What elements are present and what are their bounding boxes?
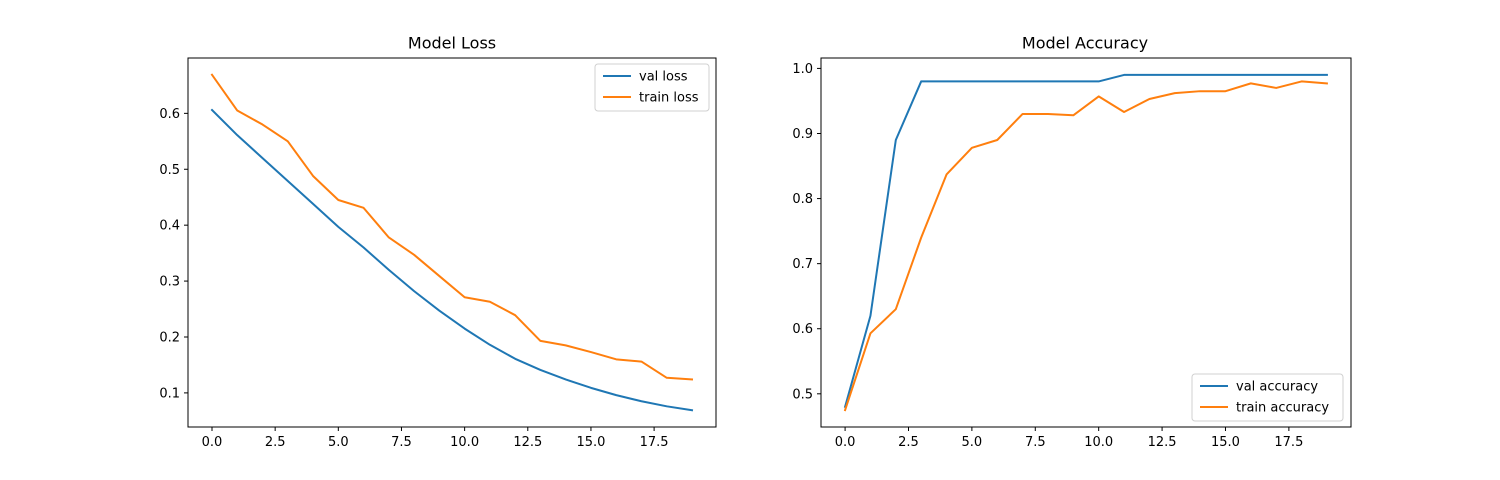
accuracy-x-tick-label: 17.5 — [1274, 435, 1303, 450]
loss-chart-axes: 0.0 2.5 5.0 7.5 10.0 12.5 15.0 17.5 0.1 0.2 0.3 0.4… — [159, 57, 717, 450]
loss-x-tick-label: 2.5 — [265, 435, 286, 450]
loss-x-tick-label: 15.0 — [576, 435, 605, 450]
loss-legend: val loss train loss — [594, 63, 710, 112]
accuracy-chart-title: Model Accuracy — [1022, 34, 1148, 53]
accuracy-y-tick-label: 0.6 — [792, 322, 813, 337]
accuracy-x-tick-label: 5.0 — [962, 435, 983, 450]
accuracy-series-line-1 — [843, 73, 1328, 409]
accuracy-plot-frame — [820, 57, 1352, 428]
loss-series-line-2 — [210, 73, 694, 381]
accuracy-x-tick-label: 12.5 — [1148, 435, 1177, 450]
loss-x-tick-label: 5.0 — [328, 435, 349, 450]
accuracy-legend-box — [1191, 373, 1344, 422]
accuracy-y-tick-label: 0.9 — [792, 127, 813, 142]
accuracy-x-tick-label: 0.0 — [835, 435, 856, 450]
loss-chart-title: Model Loss — [408, 34, 496, 53]
loss-y-tick-label: 0.4 — [159, 219, 180, 234]
accuracy-chart: Model Accuracy 0.0 2.5 5.0 7.5 10.0 12.5 15.0 1… — [792, 34, 1352, 450]
accuracy-x-tick-label: 2.5 — [898, 435, 919, 450]
accuracy-legend-label: train accuracy — [1236, 401, 1329, 416]
accuracy-y-tick-label: 0.7 — [792, 257, 813, 272]
accuracy-y-tick-label: 0.8 — [792, 192, 813, 207]
loss-x-tick-label: 12.5 — [513, 435, 542, 450]
loss-chart: Model Loss 0.0 2.5 5.0 7.5 10.0 12.5 15.0 17.50… — [159, 34, 717, 450]
accuracy-x-tick-label: 7.5 — [1025, 435, 1046, 450]
loss-plot-frame — [187, 57, 717, 428]
accuracy-legend: val accuracy train accuracy — [1191, 373, 1344, 422]
loss-x-tick-label: 17.5 — [640, 435, 669, 450]
loss-series-line-1 — [210, 108, 694, 412]
loss-y-tick-label: 0.1 — [159, 386, 180, 401]
accuracy-x-tick-label: 15.0 — [1211, 435, 1240, 450]
accuracy-y-tick-label: 0.5 — [792, 387, 813, 402]
loss-legend-label: train loss — [639, 91, 699, 106]
accuracy-legend-label: val accuracy — [1236, 380, 1318, 395]
loss-y-tick-label: 0.5 — [159, 163, 180, 178]
accuracy-y-tick-label: 1.0 — [792, 62, 813, 77]
loss-x-tick-label: 10.0 — [450, 435, 479, 450]
loss-y-tick-label: 0.3 — [159, 275, 180, 290]
accuracy-chart-axes: 0.0 2.5 5.0 7.5 10.0 12.5 15.0 17.5 0.5 0.6 0.7 0.8… — [792, 57, 1352, 450]
loss-x-tick-label: 0.0 — [202, 435, 223, 450]
accuracy-series-line-2 — [843, 80, 1328, 412]
loss-legend-label: val loss — [639, 70, 688, 85]
accuracy-x-tick-label: 10.0 — [1084, 435, 1113, 450]
loss-y-tick-label: 0.2 — [159, 330, 180, 345]
loss-x-tick-label: 7.5 — [391, 435, 412, 450]
loss-y-tick-label: 0.6 — [159, 107, 180, 122]
